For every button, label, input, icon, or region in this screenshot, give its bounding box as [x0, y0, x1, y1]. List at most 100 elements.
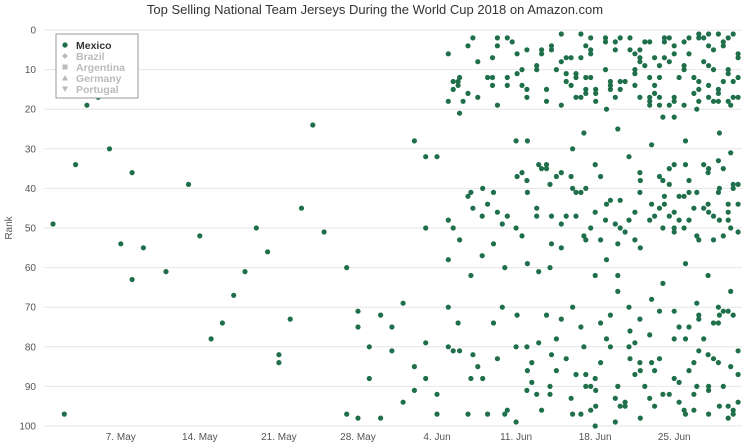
- data-point: [504, 213, 510, 219]
- data-point: [682, 261, 689, 267]
- data-point: [671, 51, 677, 57]
- data-point: [598, 320, 604, 326]
- data-point: [581, 130, 587, 136]
- data-point: [468, 375, 474, 382]
- data-point: [637, 245, 643, 251]
- data-point: [480, 185, 486, 191]
- y-tick-label: 50: [25, 224, 37, 235]
- data-point: [647, 74, 653, 81]
- data-point: [706, 31, 712, 37]
- y-tick-label: 0: [30, 26, 36, 37]
- data-point: [647, 332, 653, 338]
- data-point: [509, 39, 515, 45]
- data-point: [588, 35, 594, 41]
- data-point: [622, 229, 628, 235]
- data-point: [519, 82, 525, 88]
- data-point: [570, 304, 576, 310]
- data-point: [519, 233, 525, 239]
- y-tick-label: 60: [25, 263, 37, 274]
- data-point: [539, 51, 545, 57]
- data-point: [686, 177, 692, 184]
- data-point: [536, 162, 542, 168]
- data-point: [622, 78, 628, 85]
- data-point: [423, 340, 429, 346]
- data-point: [671, 229, 677, 235]
- data-point: [588, 407, 594, 413]
- data-point: [583, 90, 589, 96]
- data-point: [725, 217, 731, 223]
- data-point: [547, 181, 553, 187]
- legend-marker-square: [62, 64, 68, 70]
- data-point: [61, 411, 67, 417]
- data-point: [716, 185, 723, 191]
- data-point: [570, 146, 576, 152]
- data-point: [686, 368, 692, 374]
- data-point: [715, 189, 722, 195]
- data-point: [504, 35, 510, 41]
- chart-title: Top Selling National Team Jerseys During…: [147, 2, 603, 17]
- data-point: [632, 51, 638, 57]
- data-point: [539, 166, 545, 172]
- data-point: [706, 63, 712, 69]
- data-point: [593, 98, 599, 104]
- data-point: [735, 181, 741, 187]
- data-point: [583, 86, 589, 92]
- data-point: [691, 90, 697, 96]
- data-point: [671, 98, 677, 104]
- data-point: [563, 78, 569, 85]
- y-tick-label: 10: [25, 65, 37, 76]
- data-point: [465, 193, 471, 199]
- data-point: [602, 35, 609, 41]
- data-point: [696, 348, 702, 354]
- data-point: [612, 419, 618, 425]
- data-point: [728, 225, 734, 231]
- data-point: [298, 205, 305, 211]
- data-point: [553, 336, 560, 342]
- data-point: [647, 217, 653, 223]
- data-point: [660, 280, 666, 286]
- data-point: [490, 241, 497, 247]
- data-point: [696, 86, 702, 92]
- data-point: [355, 415, 361, 421]
- data-point: [728, 102, 734, 108]
- data-point: [242, 269, 248, 275]
- data-point: [344, 265, 350, 271]
- data-point: [450, 78, 456, 85]
- data-point: [592, 209, 598, 215]
- data-point: [543, 312, 550, 318]
- data-point: [118, 241, 124, 247]
- data-point: [475, 364, 481, 370]
- data-point: [660, 391, 666, 397]
- y-tick-label: 70: [25, 303, 37, 314]
- data-point: [445, 51, 451, 57]
- data-point: [696, 98, 702, 104]
- data-point: [558, 102, 564, 108]
- data-point: [696, 237, 702, 243]
- gridlines: [44, 29, 742, 427]
- data-point: [627, 47, 633, 53]
- data-point: [682, 336, 689, 342]
- data-point: [632, 67, 638, 73]
- data-point: [706, 209, 712, 215]
- data-point: [524, 387, 530, 393]
- data-point: [671, 336, 677, 342]
- data-point: [524, 47, 530, 53]
- data-point: [588, 47, 594, 53]
- data-point: [725, 201, 731, 207]
- y-tick-label: 30: [25, 144, 37, 155]
- y-axis-ticks: 0 10 20 30 40 50 60 70 80 90 100: [19, 26, 36, 433]
- data-point: [637, 189, 643, 195]
- data-point: [691, 205, 697, 211]
- data-point: [468, 272, 474, 279]
- data-point: [84, 102, 90, 108]
- data-point: [617, 35, 623, 41]
- data-point: [504, 407, 510, 413]
- data-point: [715, 158, 722, 164]
- data-point: [378, 312, 384, 318]
- data-point: [627, 328, 633, 334]
- data-point: [637, 47, 643, 53]
- data-point: [434, 154, 440, 160]
- data-point: [642, 383, 648, 389]
- data-point: [706, 387, 712, 393]
- data-point: [563, 213, 569, 219]
